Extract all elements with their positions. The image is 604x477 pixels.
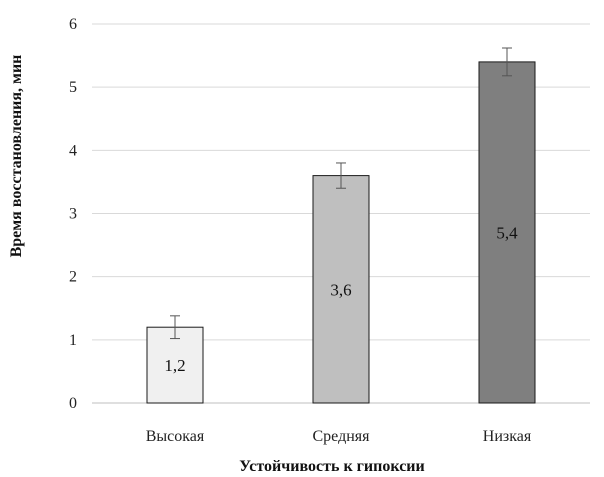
error-bar [336,162,346,189]
y-tick-label: 3 [69,206,77,223]
x-axis-title: Устойчивость к гипоксии [239,458,424,475]
y-tick-label: 0 [69,395,77,412]
bar [478,61,536,404]
error-bar [170,315,180,340]
data-label: 5,4 [496,223,518,242]
y-tick-label: 4 [69,142,77,159]
y-tick-label: 2 [69,269,77,286]
y-tick-label: 6 [69,16,77,33]
bar [146,326,204,404]
bars: 1,2 3,6 5,4 [146,47,536,404]
x-tick-labels: Высокая Средняя Низкая [146,428,532,445]
x-tick-label: Средняя [313,428,371,445]
y-tick-label: 5 [69,79,77,96]
data-label: 3,6 [330,280,351,299]
data-label: 1,2 [164,356,185,375]
error-bar [502,47,512,77]
y-tick-labels: 0 1 2 3 4 5 6 [69,16,77,412]
x-tick-label: Высокая [146,428,205,445]
bar [312,175,370,404]
y-axis-title: Время восстановления, мин [8,55,25,258]
y-tick-label: 1 [69,332,77,349]
x-tick-label: Низкая [483,428,532,445]
